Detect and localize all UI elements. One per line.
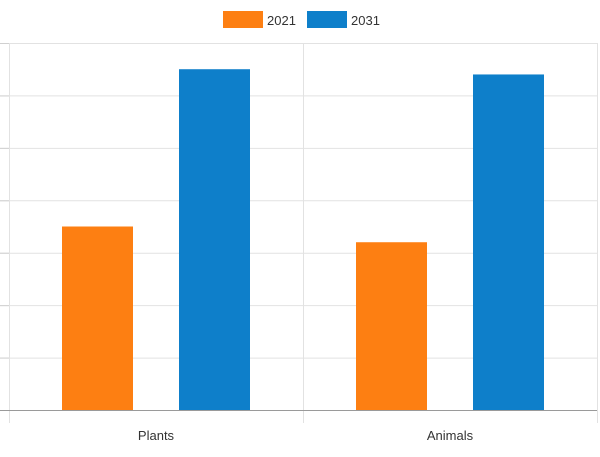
bar-2021-animals[interactable]: [356, 242, 427, 410]
legend-swatch: [307, 11, 347, 28]
legend: 2021 2031: [223, 11, 380, 28]
legend-label: 2031: [351, 13, 380, 28]
legend-item-2021[interactable]: 2021: [223, 11, 296, 28]
legend-label: 2021: [267, 13, 296, 28]
bar-2031-plants[interactable]: [179, 69, 250, 410]
bars: [62, 69, 544, 410]
bar-2021-plants[interactable]: [62, 226, 133, 411]
x-tick-label: Plants: [138, 428, 175, 443]
x-tick-label: Animals: [427, 428, 474, 443]
bar-2031-animals[interactable]: [473, 74, 544, 410]
axes: Plants Animals: [0, 43, 597, 443]
legend-swatch: [223, 11, 263, 28]
legend-item-2031[interactable]: 2031: [307, 11, 380, 28]
